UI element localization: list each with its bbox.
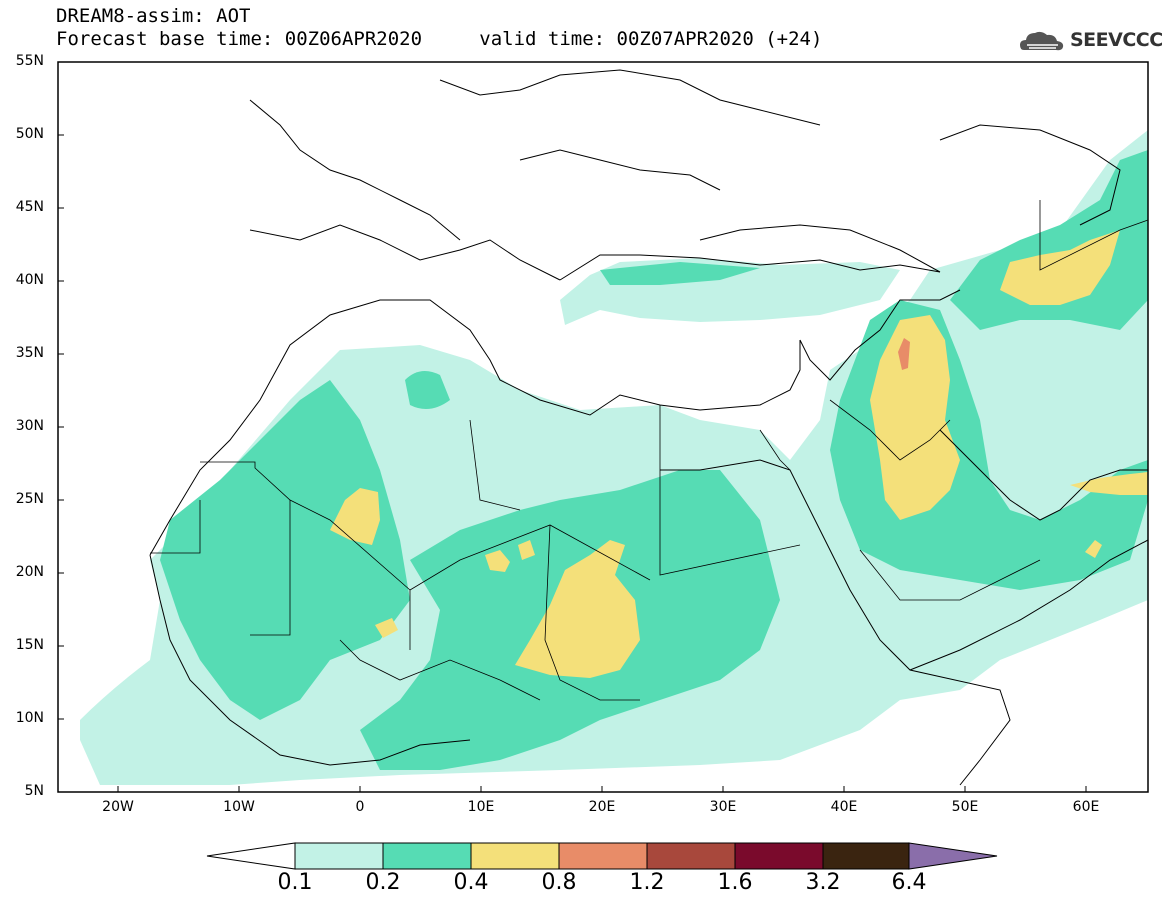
colorbar-swatch [822,842,910,870]
lon-tick-label: 40E [830,799,858,815]
colorbar-swatch [294,842,384,870]
colorbar-under-arrow [206,842,296,870]
lat-tick-label: 35N [15,345,44,361]
colorbar-label: 0.1 [277,870,313,895]
lat-tick-label: 20N [15,564,44,580]
colorbar-label: 1.6 [717,870,753,895]
coastlines [149,69,1148,786]
aot-contours [80,130,1148,785]
time-line: Forecast base time: 00Z06APR2020 valid t… [56,29,822,49]
forecast-base-time: Forecast base time: 00Z06APR2020 [56,28,423,50]
colorbar-swatch [558,842,648,870]
country-borders [150,200,1148,701]
colorbar-label: 1.2 [629,870,665,895]
lat-tick-label: 40N [15,272,44,288]
lon-tick-label: 10W [223,799,255,815]
colorbar-swatch [734,842,824,870]
lat-tick-label: 50N [15,126,44,142]
lon-tick-label: 20W [102,799,134,815]
colorbar-label: 3.2 [805,870,841,895]
lat-tick-label: 30N [15,418,44,434]
lat-tick-label: 45N [15,199,44,215]
axis-ticks [58,61,1087,793]
lat-tick-label: 10N [15,710,44,726]
colorbar [206,842,998,870]
colorbar-label: 0.2 [365,870,401,895]
lon-tick-label: 20E [588,799,616,815]
colorbar-swatch [382,842,472,870]
valid-time: valid time: 00Z07APR2020 (+24) [479,28,823,50]
lon-tick-label: 0 [355,799,365,815]
chart-title: DREAM8-assim: AOT [56,5,251,27]
colorbar-label: 0.4 [453,870,489,895]
colorbar-swatch [470,842,560,870]
lon-tick-label: 10E [467,799,495,815]
colorbar-over-arrow [908,842,998,870]
colorbar-swatch [646,842,736,870]
lon-tick-label: 30E [709,799,737,815]
lat-tick-label: 15N [15,637,44,653]
lat-tick-label: 55N [15,53,44,69]
lat-tick-label: 25N [15,491,44,507]
lat-tick-label: 5N [24,783,44,799]
logo-text: SEEVCCC [1070,29,1163,51]
cloud-icon [1020,31,1064,51]
colorbar-label: 6.4 [891,870,927,895]
lon-tick-label: 60E [1072,799,1100,815]
colorbar-label: 0.8 [541,870,577,895]
lon-tick-label: 50E [951,799,979,815]
